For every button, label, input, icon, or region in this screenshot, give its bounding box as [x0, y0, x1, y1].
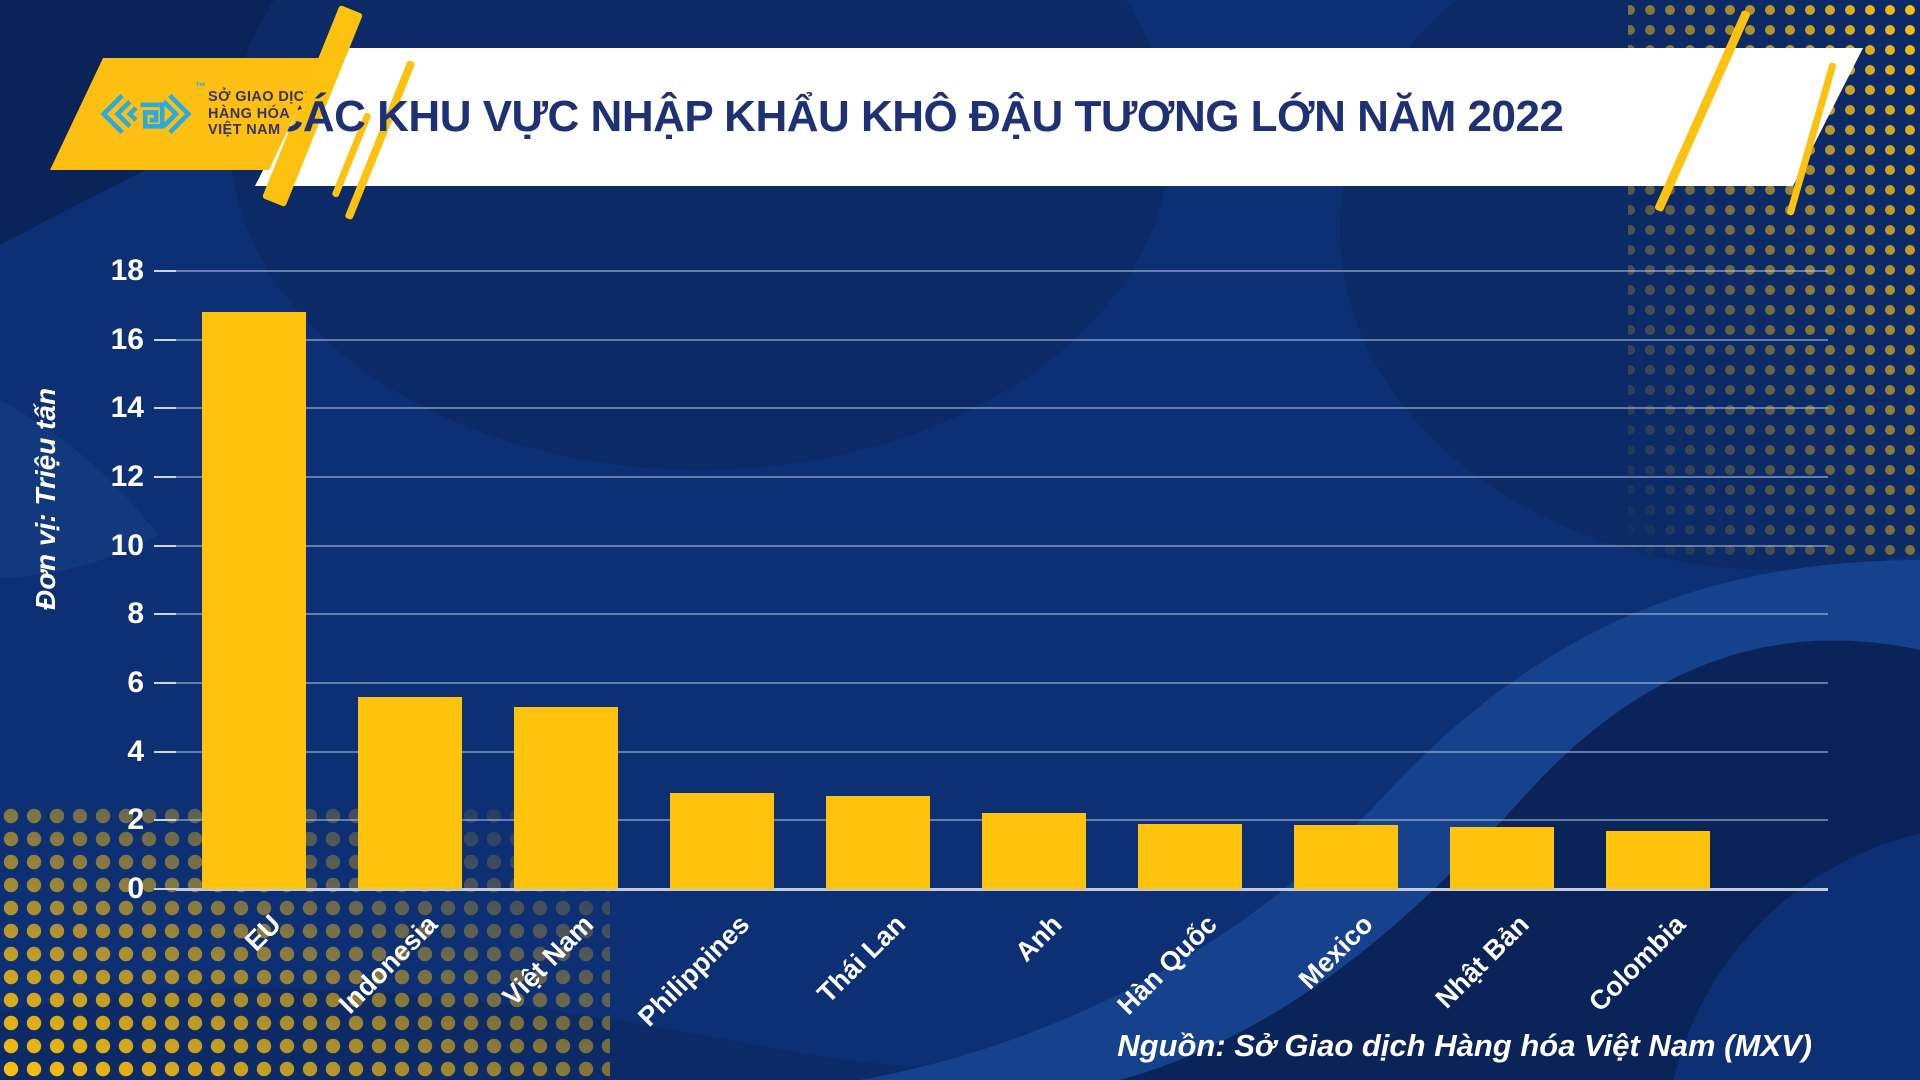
mxv-logo-text: SỞ GIAO DỊCH HÀNG HÓA VIỆT NAM: [208, 89, 315, 139]
y-tick-4: [154, 750, 176, 753]
bar-Philippines: [670, 792, 774, 889]
y-tick-12: [154, 476, 176, 478]
gridline-4: [176, 750, 1828, 753]
bar-EU: [202, 312, 306, 889]
gridline-0: [176, 888, 1828, 891]
gridline-16: [176, 338, 1828, 341]
y-tick-8: [154, 613, 176, 616]
title-banner: [255, 48, 1863, 186]
y-tick-label-12: 12: [110, 460, 144, 493]
bar-Hàn Quốc: [1138, 823, 1242, 889]
y-tick-0: [154, 888, 176, 890]
gridline-10: [176, 544, 1828, 547]
y-tick-16: [154, 338, 176, 341]
y-tick-label-6: 6: [127, 666, 144, 699]
bar-Nhật Bản: [1450, 827, 1554, 889]
bar-Mexico: [1294, 825, 1398, 889]
y-tick-label-10: 10: [110, 528, 144, 562]
y-tick-2: [154, 819, 176, 822]
y-tick-18: [154, 270, 176, 272]
gridline-12: [176, 476, 1828, 478]
bar-Việt Nam: [514, 707, 618, 889]
mxv-logo-icon: ™: [96, 81, 206, 143]
y-tick-label-16: 16: [110, 322, 144, 356]
bar-Anh: [982, 813, 1086, 889]
gridline-8: [176, 613, 1828, 616]
logo-text-line1: SỞ GIAO DỊCH: [208, 89, 316, 106]
y-tick-label-18: 18: [110, 254, 144, 287]
y-tick-6: [154, 682, 176, 684]
y-tick-label-0: 0: [127, 872, 144, 905]
gridline-6: [176, 682, 1828, 684]
chart-title-wrap: CÁC KHU VỰC NHẬP KHẨU KHÔ ĐẬU TƯƠNG LỚN …: [272, 48, 1564, 186]
gridline-14: [176, 407, 1828, 410]
source-credit: Nguồn: Sở Giao dịch Hàng hóa Việt Nam (M…: [1117, 1028, 1812, 1063]
bar-Indonesia: [358, 696, 462, 889]
logo-text-line2: HÀNG HÓA: [208, 105, 291, 122]
bar-Colombia: [1606, 830, 1710, 889]
y-tick-label-8: 8: [127, 597, 144, 631]
chart-title: CÁC KHU VỰC NHẬP KHẨU KHÔ ĐẬU TƯƠNG LỚN …: [271, 92, 1564, 141]
y-tick-label-14: 14: [110, 391, 144, 425]
mxv-logo-band: ™ SỞ GIAO DỊCH HÀNG HÓA VIỆT NAM: [50, 58, 322, 170]
bar-chart-plot-area: 0 2 4 6 8 10 12 14 16 18 EU Indonesia Việt Nam Philip…: [111, 256, 1828, 1032]
bar-Thái Lan: [826, 796, 930, 889]
y-tick-10: [154, 544, 176, 547]
y-axis-unit-label: Đơn vị: Triệu tấn: [30, 387, 61, 610]
gridline-18: [176, 270, 1828, 272]
trademark-symbol: ™: [195, 81, 206, 93]
logo-text-line3: VIỆT NAM: [208, 122, 281, 139]
y-tick-label-2: 2: [127, 803, 144, 837]
y-tick-label-4: 4: [127, 734, 144, 768]
y-tick-14: [154, 407, 176, 410]
